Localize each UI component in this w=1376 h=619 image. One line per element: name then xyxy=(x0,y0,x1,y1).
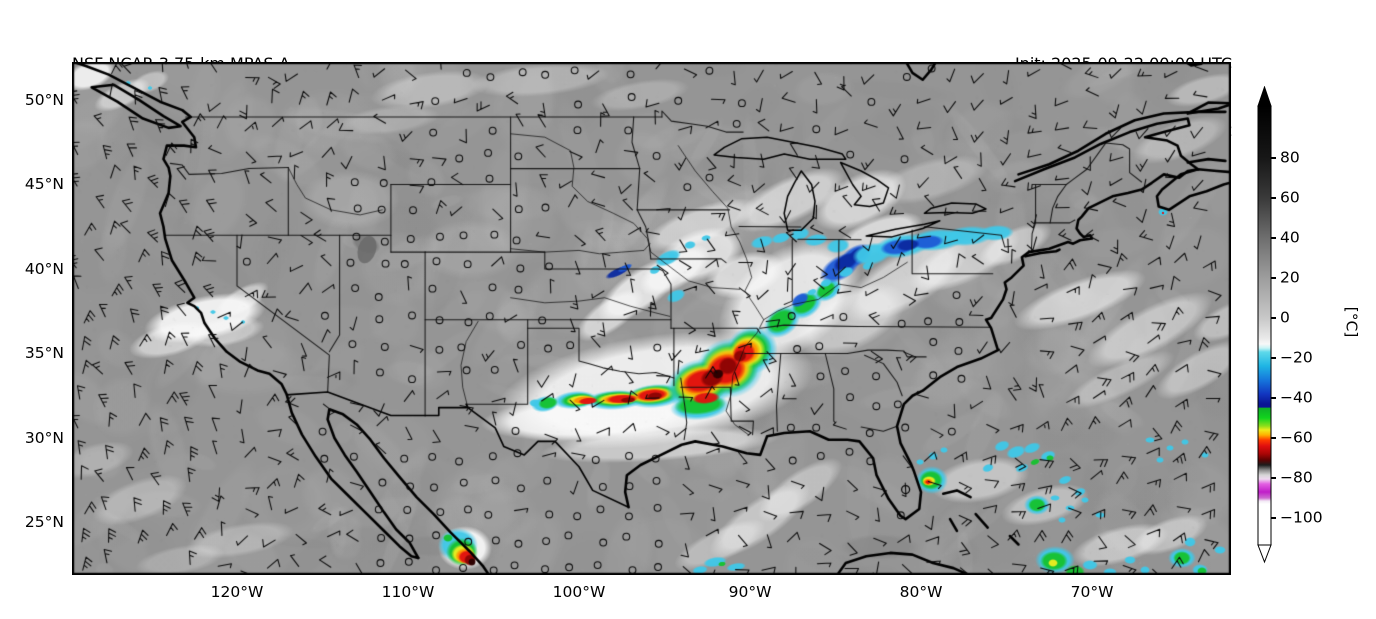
lon-tick-label: 90°W xyxy=(728,583,772,601)
colorbar-tick-label: 80 xyxy=(1280,148,1300,167)
colorbar-tick-mark xyxy=(1271,237,1276,239)
colorbar-unit-label: [°C] xyxy=(1342,306,1361,338)
lat-tick-label: 50°N xyxy=(24,91,64,109)
colorbar-tick-label: −40 xyxy=(1280,388,1313,407)
colorbar-tick-label: 40 xyxy=(1280,228,1300,247)
lat-tick-label: 45°N xyxy=(24,175,64,193)
lon-tick-label: 100°W xyxy=(552,583,606,601)
forecast-map-canvas xyxy=(72,62,1231,575)
colorbar-over-arrow-icon xyxy=(1257,86,1272,107)
colorbar-gradient-bar xyxy=(1257,105,1272,546)
lat-tick-label: 40°N xyxy=(24,260,64,278)
colorbar-tick-label: 0 xyxy=(1280,308,1290,327)
colorbar-tick-label: −80 xyxy=(1280,468,1313,487)
colorbar-tick-label: −20 xyxy=(1280,348,1313,367)
colorbar xyxy=(1257,86,1272,564)
colorbar-tick-mark xyxy=(1271,517,1276,519)
colorbar-tick-label: 20 xyxy=(1280,268,1300,287)
lat-tick-label: 35°N xyxy=(24,344,64,362)
colorbar-tick-mark xyxy=(1271,277,1276,279)
colorbar-tick-label: −60 xyxy=(1280,428,1313,447)
lon-tick-label: 110°W xyxy=(381,583,435,601)
lat-tick-label: 30°N xyxy=(24,429,64,447)
colorbar-tick-label: 60 xyxy=(1280,188,1300,207)
lon-tick-label: 70°W xyxy=(1070,583,1114,601)
lat-tick-label: 25°N xyxy=(24,513,64,531)
colorbar-tick-mark xyxy=(1271,397,1276,399)
colorbar-under-arrow-icon xyxy=(1257,544,1272,564)
colorbar-tick-mark xyxy=(1271,197,1276,199)
colorbar-tick-mark xyxy=(1271,317,1276,319)
colorbar-tick-mark xyxy=(1271,477,1276,479)
lon-tick-label: 120°W xyxy=(210,583,264,601)
colorbar-tick-mark xyxy=(1271,437,1276,439)
lon-tick-label: 80°W xyxy=(899,583,943,601)
colorbar-tick-mark xyxy=(1271,357,1276,359)
colorbar-tick-label: −100 xyxy=(1280,508,1323,527)
colorbar-tick-mark xyxy=(1271,157,1276,159)
